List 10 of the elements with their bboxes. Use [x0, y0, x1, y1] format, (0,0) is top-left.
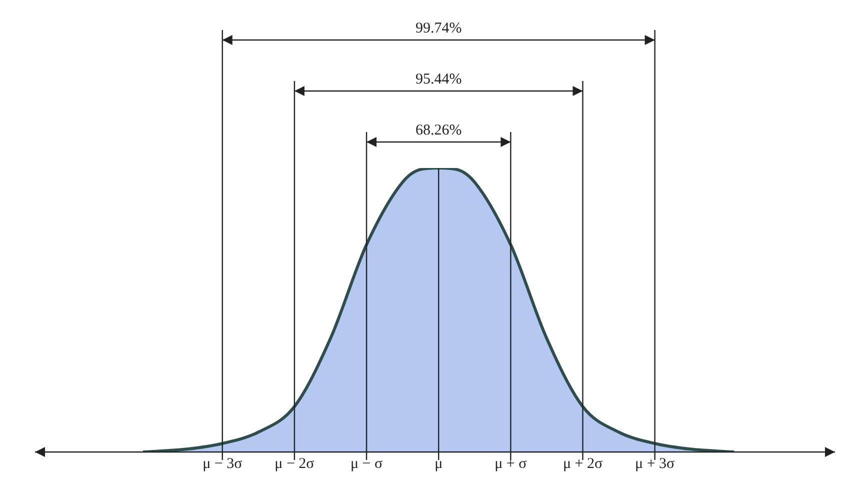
x-tick-label: μ + 2σ: [562, 456, 603, 472]
x-tick-label: μ + 3σ: [635, 456, 675, 472]
x-tick-label: μ − σ: [350, 456, 383, 472]
text: 95.44%: [415, 71, 462, 88]
x-tick-label: μ + σ: [494, 456, 527, 472]
x-tick-label: μ − 3σ: [202, 456, 242, 472]
x-tick-label: μ: [434, 456, 443, 472]
x-tick-label: μ − 2σ: [274, 456, 314, 472]
text: 68.26%: [415, 122, 462, 138]
text: 99.74%: [415, 20, 462, 36]
